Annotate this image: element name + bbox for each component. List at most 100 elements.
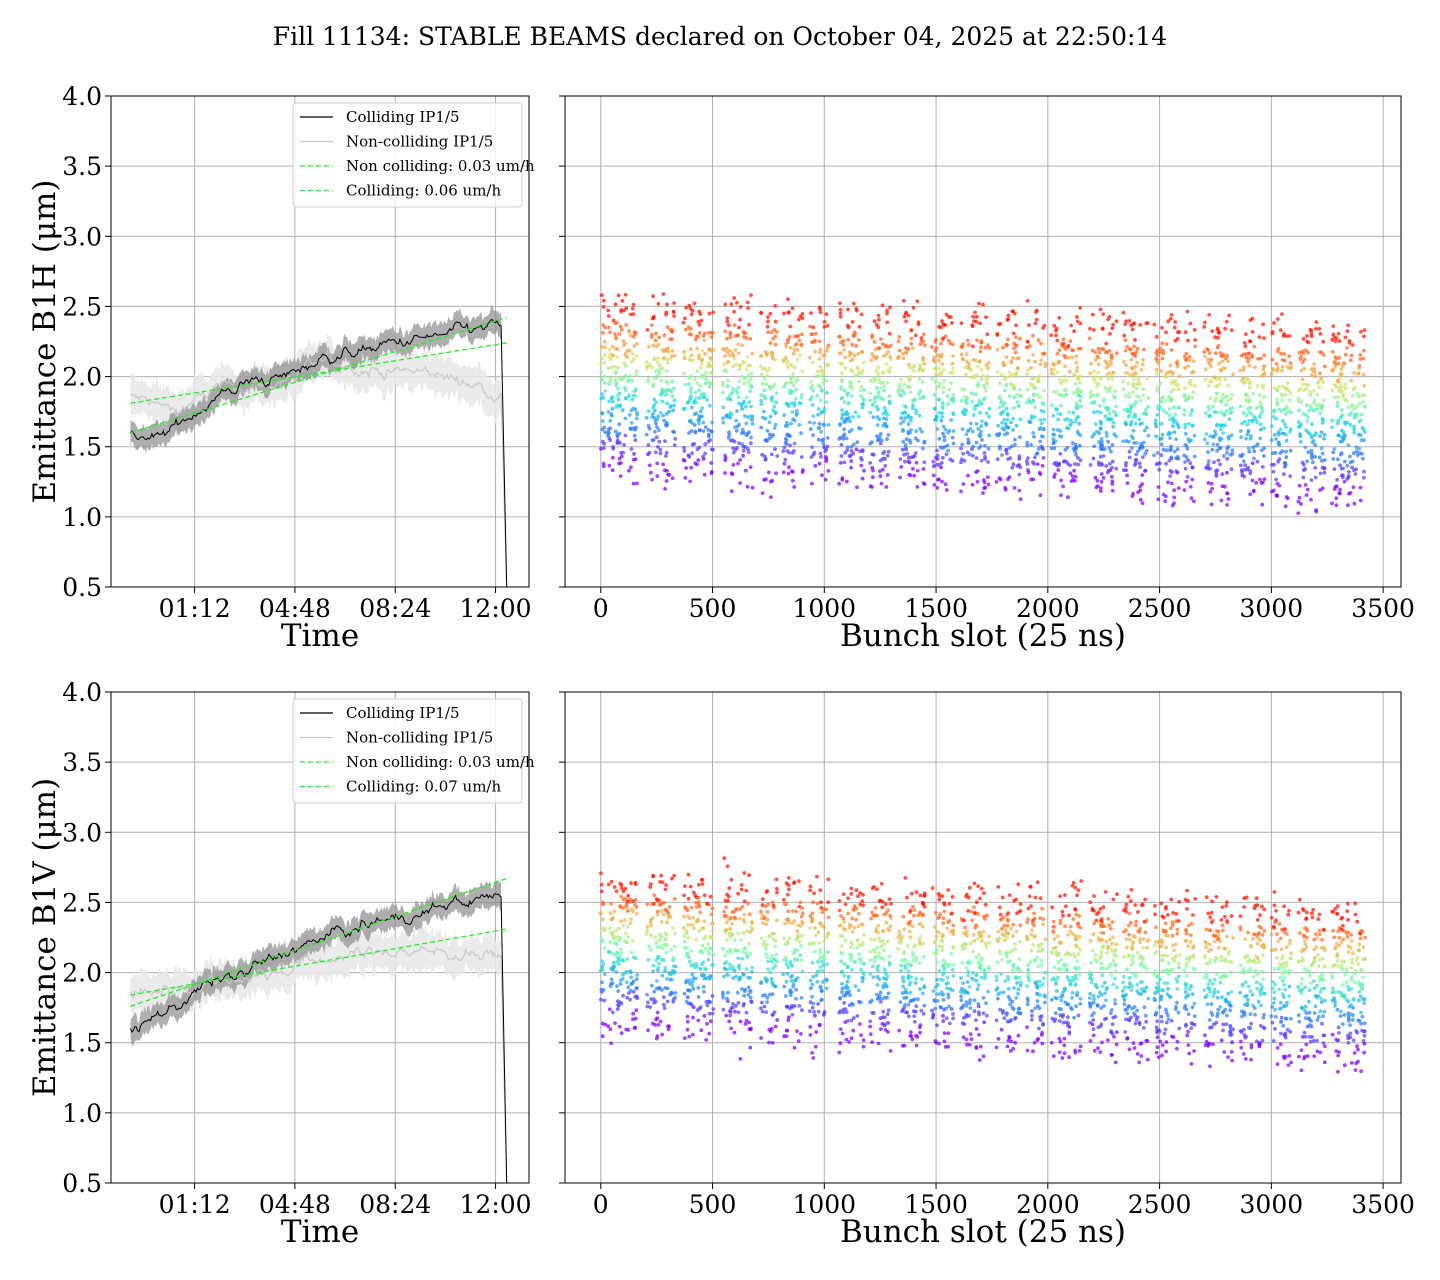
bunch-point [1342,459,1347,464]
bunch-point [623,886,628,891]
bunch-point [900,958,904,963]
bunch-point [600,356,605,361]
bunch-point [782,461,787,466]
bunch-point [1202,437,1207,442]
bunch-point [881,1015,885,1020]
bunch-point [1104,464,1109,468]
bunch-point [633,438,638,443]
bunch-point [819,455,823,459]
bunch-point [607,355,611,360]
bunch-point [791,372,796,376]
bunch-point [736,891,741,896]
bunch-point [838,1041,843,1046]
bunch-point [821,442,826,446]
bunch-point [844,1037,849,1042]
bunch-point [849,891,854,896]
bunch-point [1228,411,1233,415]
bunch-point [740,343,744,347]
bunch-point [960,442,965,447]
non-colliding-line [130,346,508,588]
bunch-point [970,482,975,487]
bunch-point [1360,451,1364,456]
bunch-point [1129,365,1134,370]
bunch-point [625,940,629,945]
bunch-point [701,334,706,338]
bunch-point [1280,368,1284,373]
bunch-point [822,422,827,427]
bunch-point [684,305,688,310]
bunch-point [1331,368,1335,373]
bunch-point [761,942,766,947]
bunch-point [885,974,890,979]
bunch-point [884,920,889,925]
bunch-point [663,931,667,936]
bunch-point [937,358,941,363]
bunch-point [707,1011,712,1016]
bunch-point [986,360,991,365]
bunch-point [1015,400,1020,404]
bunch-point [849,967,854,972]
bunch-point [1352,424,1356,429]
bunch-point [911,346,915,350]
bunch-point [800,369,805,374]
bunch-point [684,953,689,958]
bunch-point [617,461,621,466]
bunch-point [721,1007,726,1012]
bunch-point [1248,492,1253,497]
bunch-point [921,1012,926,1016]
bunch-point [1221,366,1226,370]
bunch-point [654,1036,659,1041]
bunch-point [1030,376,1034,381]
bunch-point [1026,456,1030,460]
bunch-point [709,946,713,951]
bunch-point [740,427,745,432]
bunch-point [986,482,991,487]
bunch-point [879,337,883,341]
bunch-point [878,1000,883,1004]
bunch-point [646,377,651,381]
bunch-point [763,416,768,421]
bunch-point [774,471,778,476]
bunch-point [1164,461,1168,466]
bunch-point [1274,416,1279,421]
bunch-point [768,341,773,345]
bunch-point [912,369,916,373]
bunch-point [799,431,803,435]
bunch-point [1158,350,1163,355]
bunch-point [710,371,715,376]
bunch-point [689,405,694,410]
bunch-point [1309,478,1314,482]
bunch-point [1154,350,1159,355]
bunch-point [849,459,854,463]
bunch-point [706,330,711,335]
bunch-point [1193,338,1197,342]
bunch-point [1166,480,1170,485]
bunch-point [760,381,765,386]
bunch-point [868,391,873,396]
bunch-point [702,472,707,477]
bunch-point [726,323,731,328]
bunch-point [645,992,649,997]
bunch-point [702,976,706,981]
bunch-point [974,440,979,445]
bunch-point [727,1009,732,1013]
bunch-point [1025,443,1030,448]
bunch-point [735,391,740,395]
bunch-point [1019,393,1023,398]
bunch-point [682,371,687,376]
bunch-point [662,388,667,393]
bunch-point [732,425,737,430]
bunch-point [615,347,620,352]
bunch-point [1188,379,1193,383]
bunch-point [725,937,729,942]
bunch-point [607,382,611,386]
bunch-point [653,429,657,434]
bunch-point [855,945,859,950]
x-tick-label: 2500 [1128,594,1192,623]
bunch-point [673,437,678,441]
bunch-point [1077,398,1082,403]
bunch-point [1250,330,1255,334]
bunch-point [986,475,990,479]
bunch-point [932,355,937,360]
bunch-point [901,356,906,360]
